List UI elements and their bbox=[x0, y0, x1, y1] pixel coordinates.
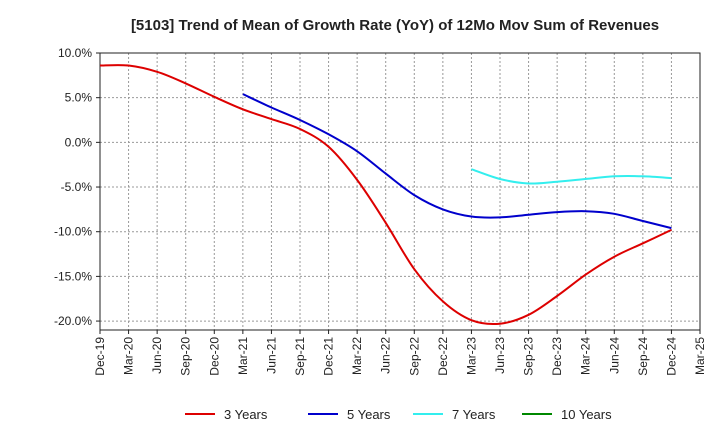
x-tick-label: Mar-25 bbox=[693, 337, 707, 375]
x-tick-label: Sep-20 bbox=[179, 337, 193, 376]
x-tick-label: Dec-20 bbox=[207, 337, 221, 376]
x-tick-label: Dec-24 bbox=[664, 337, 678, 376]
y-tick-label: -5.0% bbox=[61, 180, 93, 194]
legend: 3 Years 5 Years 7 Years 10 Years bbox=[185, 407, 612, 422]
y-tick-label: 5.0% bbox=[65, 91, 93, 105]
x-tick-label: Mar-20 bbox=[122, 337, 136, 375]
series-line-5-years bbox=[242, 93, 672, 230]
y-tick-label: -20.0% bbox=[54, 314, 92, 328]
series-line-3-years bbox=[99, 64, 672, 326]
x-tick-label: Mar-23 bbox=[464, 337, 478, 375]
y-tick-label: 0.0% bbox=[65, 135, 93, 149]
chart-title: [5103] Trend of Mean of Growth Rate (YoY… bbox=[131, 17, 659, 34]
legend-label-5-years: 5 Years bbox=[347, 407, 391, 422]
x-tick-label: Mar-21 bbox=[236, 337, 250, 375]
series-line-7-years bbox=[471, 168, 672, 185]
x-axis-ticks: Dec-19 Mar-20 Jun-20 Sep-20 Dec-20 Mar-21 Jun-… bbox=[93, 330, 707, 376]
legend-label-10-years: 10 Years bbox=[561, 407, 612, 422]
grid-lines bbox=[100, 52, 700, 330]
x-tick-label: Jun-24 bbox=[607, 337, 621, 374]
plot-area-frame bbox=[99, 52, 701, 331]
y-tick-label: -10.0% bbox=[54, 225, 92, 239]
y-axis-ticks: 10.0% 5.0% 0.0% -5.0% -10.0% -15.0% -20.0% bbox=[54, 46, 100, 328]
y-tick-label: 10.0% bbox=[58, 46, 92, 60]
y-tick-label: -15.0% bbox=[54, 269, 92, 283]
legend-label-7-years: 7 Years bbox=[452, 407, 496, 422]
x-tick-label: Dec-23 bbox=[550, 337, 564, 376]
x-tick-label: Jun-23 bbox=[493, 337, 507, 374]
x-tick-label: Jun-21 bbox=[264, 337, 278, 374]
x-tick-label: Dec-21 bbox=[322, 337, 336, 376]
x-tick-label: Sep-21 bbox=[293, 337, 307, 376]
x-tick-label: Jun-20 bbox=[150, 337, 164, 374]
x-tick-label: Dec-22 bbox=[436, 337, 450, 376]
x-tick-label: Sep-23 bbox=[522, 337, 536, 376]
x-tick-label: Sep-22 bbox=[407, 337, 421, 376]
x-tick-label: Sep-24 bbox=[636, 337, 650, 376]
legend-label-3-years: 3 Years bbox=[224, 407, 268, 422]
x-tick-label: Dec-19 bbox=[93, 337, 107, 376]
x-tick-label: Jun-22 bbox=[379, 337, 393, 374]
x-tick-label: Mar-22 bbox=[350, 337, 364, 375]
x-tick-label: Mar-24 bbox=[579, 337, 593, 375]
series-lines bbox=[99, 64, 672, 326]
